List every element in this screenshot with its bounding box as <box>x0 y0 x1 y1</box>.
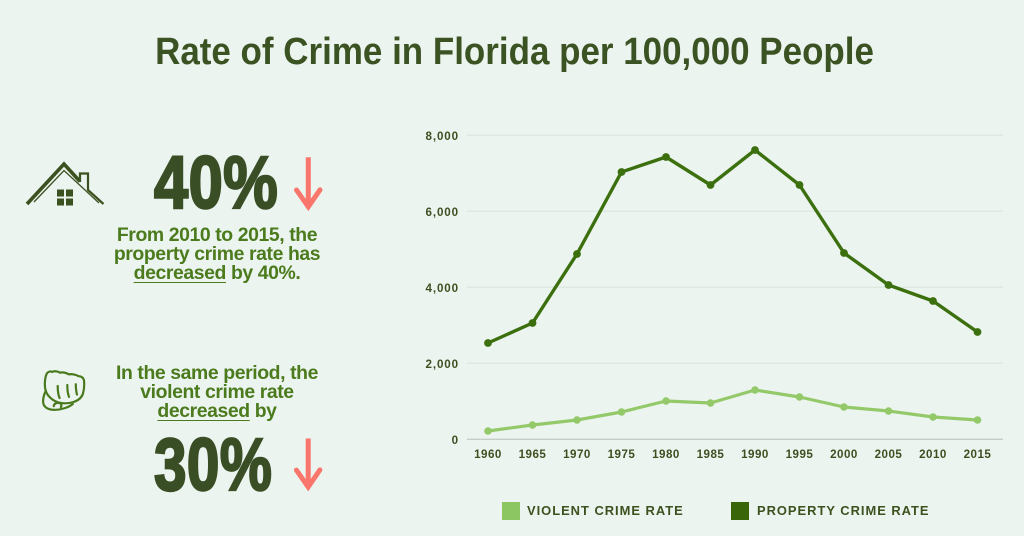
svg-text:1995: 1995 <box>786 448 814 461</box>
svg-text:2,000: 2,000 <box>425 358 459 371</box>
svg-text:1970: 1970 <box>563 448 591 461</box>
svg-text:1975: 1975 <box>608 448 636 461</box>
svg-text:2005: 2005 <box>875 448 903 461</box>
svg-text:2010: 2010 <box>919 448 947 461</box>
svg-text:1960: 1960 <box>474 448 502 461</box>
svg-text:2000: 2000 <box>830 448 858 461</box>
svg-text:4,000: 4,000 <box>425 282 459 295</box>
svg-text:1990: 1990 <box>741 448 769 461</box>
svg-text:1980: 1980 <box>652 448 680 461</box>
svg-text:1965: 1965 <box>519 448 547 461</box>
svg-text:8,000: 8,000 <box>425 130 459 143</box>
svg-text:1985: 1985 <box>697 448 725 461</box>
svg-text:2015: 2015 <box>964 448 992 461</box>
svg-text:0: 0 <box>452 434 459 447</box>
svg-text:6,000: 6,000 <box>425 206 459 219</box>
